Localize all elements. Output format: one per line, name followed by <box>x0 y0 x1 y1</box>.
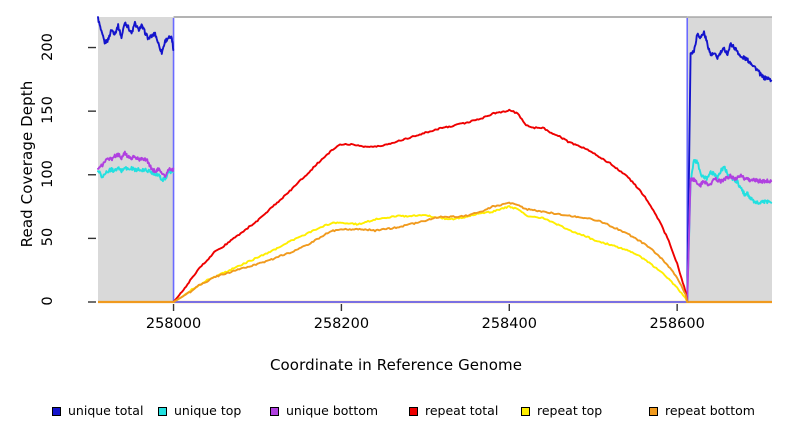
x-tick-label-3: 258600 <box>649 316 705 332</box>
x-tick-label-2: 258400 <box>481 316 537 332</box>
legend-swatch-icon <box>521 406 530 416</box>
y-tick-label-3: 150 <box>40 96 56 124</box>
legend-item-repeat-bottom[interactable]: repeat bottom <box>649 390 755 432</box>
y-tick-label-1: 50 <box>40 228 56 247</box>
legend-label: unique total <box>68 402 144 418</box>
legend-label: repeat total <box>425 402 499 418</box>
legend-label: unique top <box>174 402 242 418</box>
plot-area: Read Coverage Depth Coordinate in Refere… <box>18 16 773 374</box>
series-line-repeat-top-0 <box>172 205 689 303</box>
legend-swatch-icon <box>409 406 418 416</box>
legend-label: repeat top <box>537 402 603 418</box>
x-axis-title: Coordinate in Reference Genome <box>269 356 523 374</box>
legend-swatch-icon <box>158 406 167 416</box>
legend-swatch-icon <box>52 406 61 416</box>
legend-label: unique bottom <box>286 402 379 418</box>
x-tick-label-0: 258000 <box>145 316 202 332</box>
legend-item-unique-bottom[interactable]: unique bottom <box>270 390 378 432</box>
x-tick-label-1: 258200 <box>313 316 370 332</box>
legend-label: repeat bottom <box>665 402 755 418</box>
legend-item-repeat-total[interactable]: repeat total <box>409 390 498 432</box>
coverage-plot-svg <box>88 16 773 311</box>
series-line-repeat-total-0 <box>172 108 689 303</box>
legend-swatch-icon <box>649 406 658 416</box>
legend-item-unique-total[interactable]: unique total <box>52 390 143 432</box>
series-line-repeat-bottom-0 <box>172 201 689 303</box>
y-tick-label-2: 100 <box>40 159 56 188</box>
series-line-unique-bottom-0 <box>97 150 175 178</box>
y-tick-label-0: 0 <box>40 296 56 306</box>
shaded-region-right-flank <box>687 17 772 302</box>
series-line-unique-top-0 <box>97 165 175 183</box>
y-tick-label-4: 200 <box>40 32 56 61</box>
legend-item-unique-top[interactable]: unique top <box>158 390 241 432</box>
series-line-unique-bottom-1 <box>686 173 773 302</box>
series-line-unique-total-0 <box>97 16 175 55</box>
legend-item-repeat-top[interactable]: repeat top <box>521 390 602 432</box>
y-axis-title: Read Coverage Depth <box>18 80 36 248</box>
legend-swatch-icon <box>270 406 279 416</box>
series-line-unique-total-1 <box>686 30 773 303</box>
chart-legend: unique total unique top unique bottom repea… <box>0 390 792 432</box>
